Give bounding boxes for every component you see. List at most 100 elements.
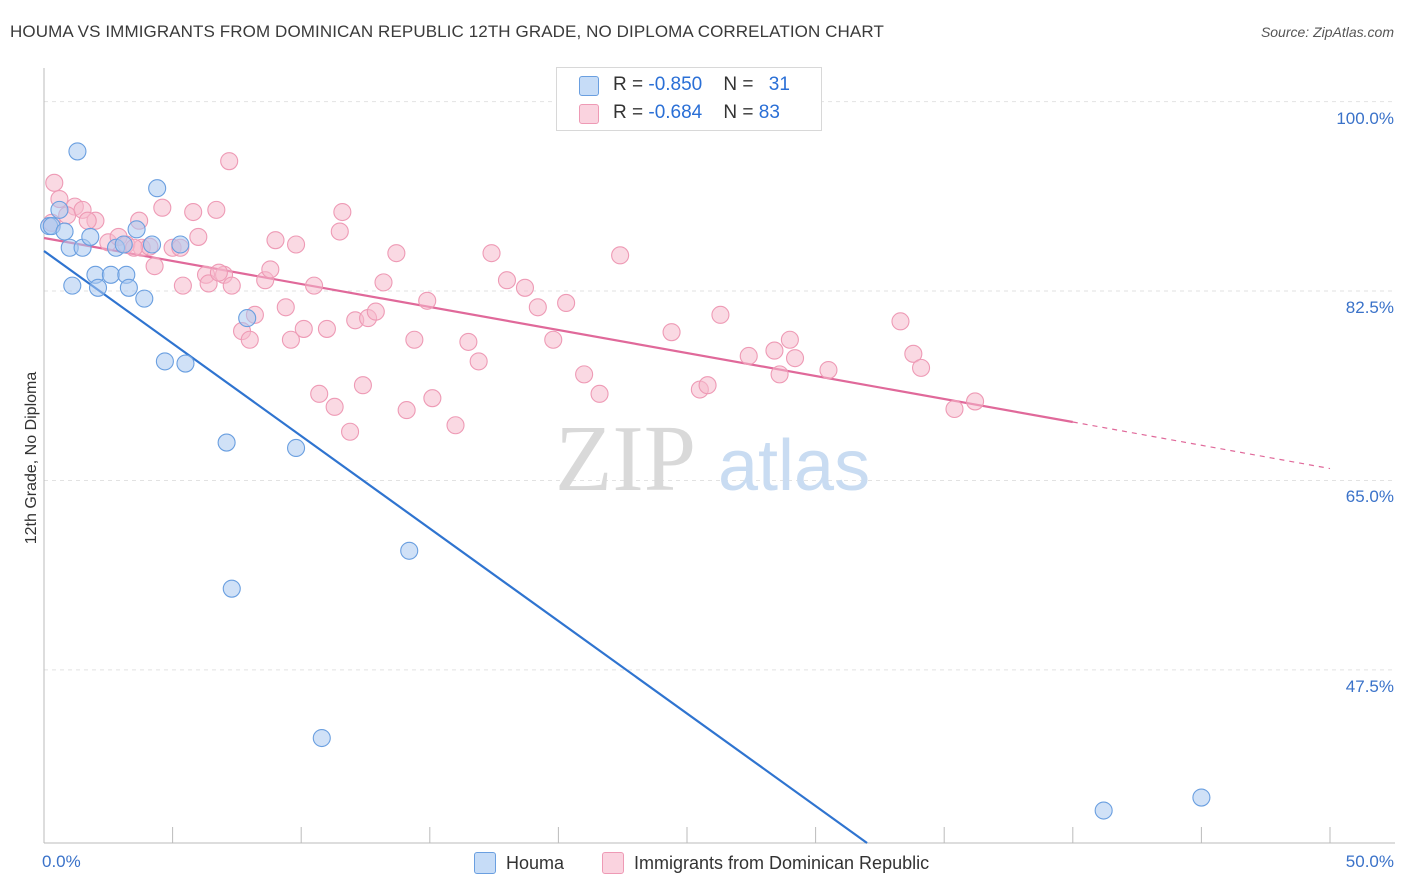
data-point-dominican xyxy=(482,244,501,263)
data-point-dominican xyxy=(397,401,416,420)
data-point-houma xyxy=(238,309,257,328)
data-point-dominican xyxy=(153,198,172,217)
x-tick-label-max: 50.0% xyxy=(1345,852,1394,871)
trend-line-0 xyxy=(43,250,868,844)
watermark-atlas: atlas xyxy=(718,426,870,506)
y-tick-label: 65.0% xyxy=(1345,487,1394,507)
data-point-houma xyxy=(287,438,306,458)
data-point-houma xyxy=(88,278,108,297)
data-point-dominican xyxy=(662,323,681,342)
data-point-houma xyxy=(148,179,167,198)
data-point-houma xyxy=(142,235,162,254)
legend-swatch-blue xyxy=(579,76,599,96)
data-point-dominican xyxy=(287,235,306,254)
legend-swatch-dominican xyxy=(602,852,624,874)
data-point-dominican xyxy=(330,222,349,241)
y-tick-label: 82.5% xyxy=(1345,298,1394,318)
data-point-dominican xyxy=(374,273,393,292)
data-point-houma xyxy=(176,354,195,373)
stats-legend: R = -0.850 N = 31 R = -0.684 N = 83 xyxy=(556,67,822,131)
data-point-houma xyxy=(171,235,190,254)
data-point-dominican xyxy=(405,330,424,349)
data-point-dominican xyxy=(770,365,789,384)
data-point-dominican xyxy=(387,244,406,263)
data-point-dominican xyxy=(698,376,717,395)
r-label: R = xyxy=(613,74,649,95)
data-point-dominican xyxy=(497,271,517,290)
y-axis-title: 12th Grade, No Diploma xyxy=(23,371,40,545)
x-tick-label-min: 0.0% xyxy=(42,852,81,871)
data-point-houma xyxy=(1192,788,1211,807)
data-point-dominican xyxy=(557,293,576,312)
data-point-dominican xyxy=(184,202,203,222)
n-value: 31 xyxy=(768,74,790,95)
data-point-dominican xyxy=(189,227,208,246)
data-point-houma xyxy=(127,220,146,239)
data-point-dominican xyxy=(469,352,488,371)
legend-swatch-houma xyxy=(474,852,496,874)
data-point-dominican xyxy=(45,173,64,192)
legend-row-dominican: R = -0.684 N = 83 xyxy=(579,100,780,126)
data-point-dominican xyxy=(590,384,609,403)
data-point-dominican xyxy=(780,330,799,349)
legend-label-dominican: Immigrants from Dominican Republic xyxy=(634,852,930,873)
axes xyxy=(43,68,1395,844)
data-point-dominican xyxy=(423,389,442,408)
data-point-dominican xyxy=(222,276,241,295)
data-point-houma xyxy=(312,728,331,748)
y-tick-label: 100.0% xyxy=(1336,108,1394,128)
data-point-houma xyxy=(222,579,241,598)
data-point-houma xyxy=(55,222,74,241)
data-point-dominican xyxy=(966,392,985,411)
data-point-houma xyxy=(400,541,419,560)
r-value: -0.850 xyxy=(648,74,703,95)
data-point-dominican xyxy=(418,291,437,310)
series-legend: Houma Immigrants from Dominican Republic xyxy=(0,852,1406,878)
data-point-dominican xyxy=(891,312,910,331)
data-point-dominican xyxy=(220,152,239,171)
data-point-dominican xyxy=(765,341,784,360)
data-point-dominican xyxy=(739,346,758,366)
data-point-houma xyxy=(135,289,154,308)
grid-lines xyxy=(44,101,1395,671)
legend-row-houma: R = -0.850 N = 31 xyxy=(579,72,790,98)
data-point-dominican xyxy=(145,257,164,276)
data-point-dominican xyxy=(711,305,730,324)
watermark-zip: ZIP xyxy=(555,407,696,511)
data-point-houma xyxy=(68,142,87,161)
data-point-dominican xyxy=(544,330,563,349)
data-point-dominican xyxy=(575,365,594,384)
watermark: ZIP atlas xyxy=(555,407,870,511)
data-point-dominican xyxy=(317,319,336,338)
data-point-dominican xyxy=(912,358,931,377)
data-point-dominican xyxy=(276,298,295,317)
r-label: R = xyxy=(613,102,649,123)
data-point-dominican xyxy=(281,330,300,349)
data-point-dominican xyxy=(366,302,385,321)
data-point-dominican xyxy=(240,330,259,349)
data-point-dominican xyxy=(207,200,226,219)
data-point-dominican xyxy=(261,260,280,279)
legend-item-dominican: Immigrants from Dominican Republic xyxy=(602,852,929,874)
legend-label-houma: Houma xyxy=(506,852,565,873)
data-point-houma xyxy=(217,433,236,452)
n-value: 83 xyxy=(758,102,780,123)
data-point-dominican xyxy=(353,376,372,395)
data-point-dominican xyxy=(305,276,324,295)
data-point-dominican xyxy=(945,399,964,419)
data-point-dominican xyxy=(173,276,192,295)
r-value: -0.684 xyxy=(648,102,703,123)
data-point-houma xyxy=(119,278,138,297)
n-label: N = xyxy=(723,102,759,123)
data-point-dominican xyxy=(310,384,329,403)
data-point-dominican xyxy=(333,202,352,222)
trend-line-1 xyxy=(43,236,1073,424)
data-point-houma xyxy=(101,265,120,284)
legend-item-houma: Houma xyxy=(474,852,564,874)
data-point-dominican xyxy=(611,246,630,265)
data-point-houma xyxy=(63,276,82,295)
data-point-dominican xyxy=(459,332,478,351)
chart-title: HOUMA VS IMMIGRANTS FROM DOMINICAN REPUB… xyxy=(10,22,884,41)
data-point-houma xyxy=(50,200,69,219)
data-point-houma xyxy=(81,227,100,246)
